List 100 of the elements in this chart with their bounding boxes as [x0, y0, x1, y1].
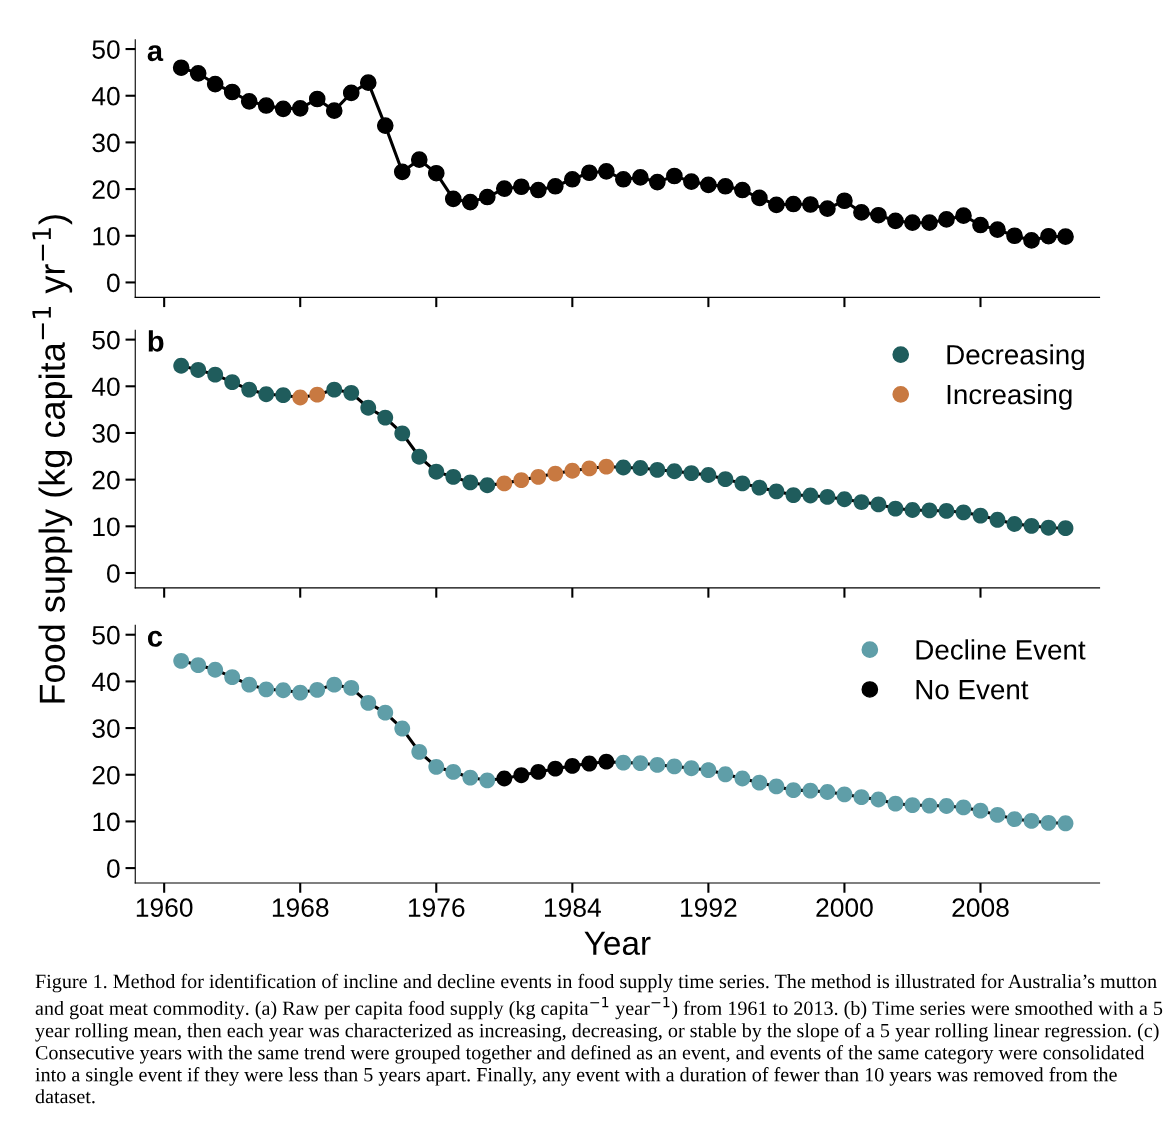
point [632, 755, 649, 771]
point [819, 200, 836, 218]
point [495, 180, 513, 197]
point [870, 791, 887, 808]
point [989, 511, 1006, 528]
point [904, 502, 921, 518]
y-tick-label: 20 [92, 180, 120, 199]
point [853, 204, 870, 221]
x-tick-label: 2000 [816, 898, 873, 917]
x-tick-label: 1992 [681, 898, 737, 917]
point [308, 90, 326, 108]
point [325, 102, 343, 120]
point [427, 164, 445, 182]
y-tick-label: 10 [93, 517, 120, 537]
point [615, 459, 632, 476]
point [836, 491, 853, 508]
point [802, 487, 819, 504]
point [291, 100, 309, 117]
legend-label: Decline Event [916, 639, 1086, 660]
point [581, 755, 598, 772]
y-tick-label: 30 [92, 719, 120, 738]
point [428, 758, 445, 775]
y-tick-label: 50 [92, 625, 120, 645]
point [989, 806, 1006, 823]
point [512, 178, 530, 196]
point [615, 170, 632, 188]
point [410, 151, 428, 169]
point [343, 384, 360, 401]
point [461, 193, 479, 211]
point [683, 465, 700, 482]
point [972, 802, 989, 819]
point [530, 468, 547, 485]
point [564, 757, 581, 774]
point [241, 381, 258, 398]
point [428, 463, 445, 480]
point [445, 764, 462, 780]
point [530, 764, 547, 780]
point [377, 704, 394, 721]
point [258, 681, 275, 698]
y-tick-label: 0 [107, 859, 120, 878]
point [224, 669, 241, 686]
y-tick-label: 40 [91, 86, 120, 106]
point [989, 221, 1006, 239]
x-tick-label: 1968 [272, 898, 329, 917]
point [342, 84, 360, 102]
point [393, 163, 411, 181]
point [241, 676, 258, 693]
point [326, 381, 343, 398]
point [768, 778, 785, 795]
point [615, 754, 632, 771]
point [326, 676, 343, 693]
point [462, 474, 479, 491]
point [785, 782, 802, 799]
point [547, 760, 564, 777]
point [292, 684, 309, 701]
point [359, 74, 377, 91]
point [258, 386, 275, 403]
point [274, 100, 292, 118]
point [292, 389, 309, 406]
x-tick-label: 1976 [408, 898, 465, 917]
point [224, 374, 241, 391]
point [479, 477, 496, 494]
point [1023, 813, 1040, 829]
point [275, 682, 292, 699]
point [632, 169, 649, 186]
point [564, 462, 581, 479]
point [546, 177, 564, 195]
point [955, 799, 972, 816]
point [972, 507, 989, 524]
point [394, 720, 411, 737]
point [751, 479, 768, 496]
point [921, 214, 938, 232]
point [394, 425, 411, 442]
point [377, 409, 394, 426]
point [921, 502, 938, 519]
y-tick-label: 0 [107, 273, 120, 293]
point [223, 83, 241, 101]
point [598, 458, 615, 475]
point [887, 500, 904, 517]
point [1057, 228, 1074, 246]
point [190, 362, 207, 378]
point [360, 694, 377, 711]
point [190, 657, 207, 673]
point [173, 652, 190, 669]
point [496, 770, 513, 787]
point [275, 387, 292, 404]
point [768, 483, 785, 500]
point [836, 786, 853, 803]
point [955, 504, 972, 521]
point [683, 173, 700, 190]
point [921, 797, 938, 814]
point [444, 190, 462, 208]
point [734, 475, 751, 492]
point [581, 460, 598, 477]
point [207, 366, 224, 383]
point [581, 164, 598, 182]
point [955, 207, 972, 225]
y-tick-label: 50 [92, 40, 120, 59]
chart-title: c [147, 630, 163, 647]
point [972, 216, 989, 234]
